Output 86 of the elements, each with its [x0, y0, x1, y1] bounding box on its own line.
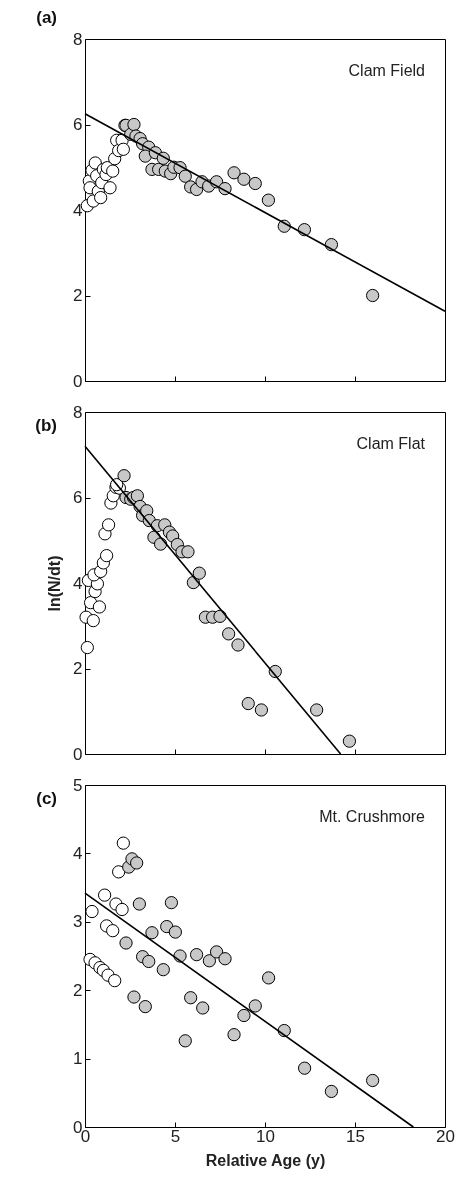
point: [297, 1061, 312, 1075]
point: [366, 288, 380, 303]
y-tick-label: 1: [73, 1049, 83, 1069]
point: [116, 836, 130, 850]
point: [80, 640, 94, 655]
point: [145, 926, 159, 940]
y-tick-label: 6: [73, 115, 83, 134]
point: [168, 925, 182, 939]
x-tick-label: 20: [436, 1126, 455, 1146]
point: [178, 169, 192, 183]
y-tick-label: 4: [73, 200, 83, 220]
point: [106, 164, 120, 178]
point: [227, 166, 241, 180]
point: [261, 971, 276, 985]
point: [132, 897, 146, 911]
point: [103, 181, 117, 195]
point: [218, 952, 232, 966]
y-tick-label: 2: [73, 286, 83, 305]
point: [237, 1008, 251, 1023]
x-axis-title: Relative Age (y): [205, 1151, 326, 1169]
annotation: Clam Flat: [356, 435, 426, 452]
y-axis-title: ln(N/dt): [46, 555, 64, 612]
chart-title: (b): [35, 416, 57, 435]
point: [101, 518, 116, 532]
point: [117, 469, 131, 483]
point: [138, 1000, 152, 1014]
y-tick-label: 5: [73, 775, 83, 795]
point: [248, 176, 262, 191]
point: [213, 609, 227, 623]
point: [115, 902, 129, 917]
chart-title: (a): [36, 8, 57, 27]
point: [106, 924, 120, 938]
y-tick-label: 0: [73, 744, 83, 764]
point: [227, 1028, 241, 1042]
point: [248, 999, 262, 1013]
point: [138, 149, 152, 163]
point: [130, 856, 144, 870]
y-tick-label: 2: [73, 659, 83, 678]
chart-title: (c): [36, 789, 57, 808]
point: [324, 1084, 339, 1099]
y-tick-label: 8: [73, 402, 83, 422]
point: [99, 549, 114, 563]
annotation: Mt. Crushmore: [319, 808, 426, 825]
point: [98, 888, 112, 902]
point: [222, 627, 236, 641]
point: [116, 142, 130, 156]
point: [192, 566, 206, 580]
point: [127, 990, 141, 1004]
point: [178, 1034, 192, 1048]
point: [130, 489, 144, 503]
point: [94, 190, 108, 205]
point: [156, 963, 170, 977]
x-tick-label: 10: [256, 1126, 275, 1146]
y-tick-label: 4: [73, 843, 83, 863]
point: [202, 954, 216, 968]
y-tick-label: 3: [73, 912, 83, 932]
point: [119, 936, 133, 950]
point: [108, 974, 122, 988]
point: [254, 703, 269, 717]
point: [164, 896, 179, 910]
point: [366, 1073, 380, 1088]
y-tick-label: 8: [73, 29, 83, 49]
point: [231, 638, 245, 652]
x-tick-label: 15: [346, 1126, 365, 1146]
point: [196, 1001, 210, 1015]
point: [127, 117, 141, 132]
point: [342, 734, 357, 748]
point: [310, 703, 324, 717]
y-tick-label: 4: [73, 573, 83, 593]
point: [241, 696, 255, 711]
point: [112, 865, 126, 879]
x-tick-label: 5: [170, 1126, 181, 1146]
point: [92, 600, 107, 614]
y-tick-label: 2: [73, 980, 83, 1000]
point: [85, 904, 99, 919]
point: [181, 545, 195, 559]
point: [189, 948, 204, 962]
point: [237, 172, 251, 186]
point: [142, 954, 156, 969]
point: [86, 614, 100, 628]
y-tick-label: 6: [73, 488, 83, 507]
point: [209, 945, 224, 959]
annotation: Clam Field: [348, 62, 425, 79]
y-tick-label: 0: [73, 371, 83, 391]
point: [184, 991, 198, 1005]
point: [261, 193, 276, 207]
